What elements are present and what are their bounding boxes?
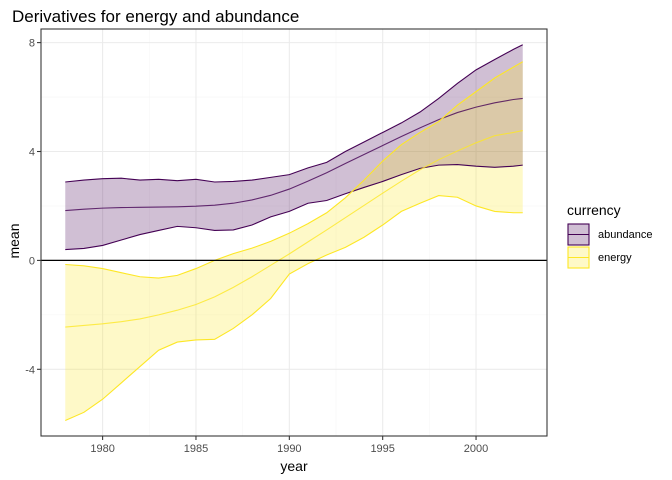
y-tick-label: -4 xyxy=(25,364,35,376)
abundance-lower-line xyxy=(65,164,523,251)
x-axis: 1980 1985 1990 1995 2000 xyxy=(90,436,488,455)
energy-legend-label: energy xyxy=(598,252,632,264)
y-tick-label: 4 xyxy=(29,147,35,159)
y-tick-label: 8 xyxy=(29,38,35,50)
abundance-ribbon xyxy=(65,44,523,250)
y-tick-label: 0 xyxy=(29,255,35,267)
chart-title: Derivatives for energy and abundance xyxy=(12,7,299,26)
x-tick-label: 1990 xyxy=(277,443,301,455)
legend: currency abundance energy xyxy=(567,202,652,269)
energy-lower-line xyxy=(65,195,523,421)
y-axis: -4 0 4 8 xyxy=(25,38,41,376)
mean-lines xyxy=(65,44,524,421)
x-tick-label: 2000 xyxy=(464,443,488,455)
x-tick-label: 1980 xyxy=(90,443,114,455)
confidence-ribbons xyxy=(65,44,523,421)
plot-panel-border xyxy=(40,28,548,437)
x-tick-label: 1995 xyxy=(370,443,394,455)
energy-upper-line xyxy=(65,61,524,279)
abundance-mean-line xyxy=(65,97,523,212)
minor-gridlines xyxy=(41,29,547,436)
energy-mean-line xyxy=(65,130,523,328)
y-axis-title: mean xyxy=(6,223,22,258)
x-axis-title: year xyxy=(280,458,308,474)
energy-ribbon xyxy=(65,61,523,421)
x-tick-label: 1985 xyxy=(184,443,208,455)
abundance-legend-label: abundance xyxy=(598,229,652,241)
abundance-upper-line xyxy=(65,44,523,183)
legend-title: currency xyxy=(567,202,621,218)
